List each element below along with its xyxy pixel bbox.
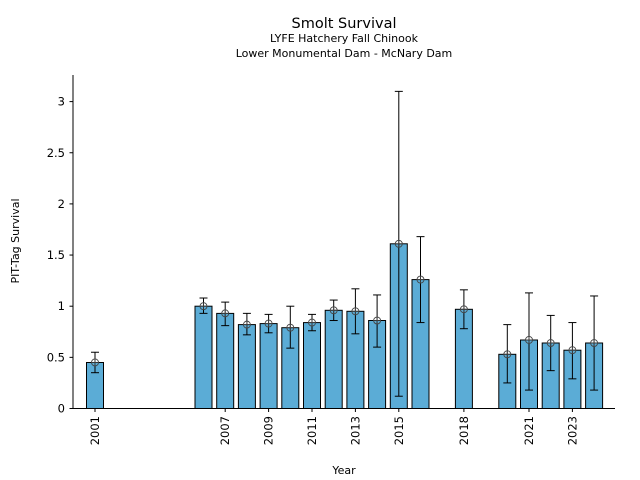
x-ticks-group: 2001 2007 2009 2011 2013 2015 2018 2021 2023 (88, 408, 579, 445)
point-marker-2018 (459, 305, 468, 314)
x-tick-label: 2013 (348, 416, 362, 445)
y-tick-label: 0.5 (47, 350, 65, 364)
x-tick-label: 2021 (522, 416, 536, 445)
x-tick-label: 2001 (88, 416, 102, 445)
point-marker-2010 (286, 323, 295, 332)
bar-2007 (216, 312, 235, 409)
x-tick-label: 2009 (262, 416, 276, 445)
chart-title: Smolt Survival (292, 16, 397, 32)
point-marker-2001 (91, 358, 99, 367)
bars-group (86, 243, 604, 410)
markers-group (91, 239, 599, 367)
point-marker-2021 (525, 336, 533, 344)
x-tick-label: 2023 (565, 416, 579, 445)
x-axis-label: Year (331, 464, 356, 477)
y-tick-label: 1 (58, 299, 65, 313)
point-marker-2011 (308, 318, 316, 327)
point-marker-2009 (264, 319, 273, 328)
x-tick-label: 2018 (457, 416, 471, 445)
point-marker-2022 (546, 339, 555, 347)
bar-2009 (259, 323, 278, 410)
x-tick-label: 2015 (392, 416, 406, 445)
bar-2011 (303, 322, 321, 410)
point-marker-2008 (242, 320, 251, 329)
y-tick-label: 1.5 (47, 248, 65, 262)
point-marker-2023 (568, 346, 577, 355)
bar-2012 (324, 309, 343, 409)
point-marker-2007 (221, 309, 230, 318)
y-axis-label: PIT-Tag Survival (9, 198, 22, 283)
point-marker-2016 (416, 275, 425, 284)
point-marker-2013 (351, 307, 360, 316)
bar-2006 (194, 305, 213, 410)
point-marker-2015 (394, 239, 403, 248)
point-marker-2014 (373, 316, 382, 325)
y-ticks-group: 0 0.5 1 1.5 2 2.5 3 (47, 95, 73, 416)
point-marker-2006 (199, 302, 208, 311)
y-tick-label: 2.5 (47, 146, 65, 160)
bar-2008 (237, 324, 256, 410)
y-tick-label: 2 (58, 197, 65, 211)
chart-subtitle-2: Lower Monumental Dam - McNary Dam (236, 47, 453, 60)
point-marker-2020 (503, 350, 512, 359)
point-marker-2012 (329, 306, 338, 315)
y-tick-label: 3 (58, 95, 65, 109)
x-tick-label: 2011 (305, 416, 319, 445)
point-marker-2024 (590, 339, 599, 347)
chart-subtitle-1: LYFE Hatchery Fall Chinook (270, 32, 419, 45)
x-tick-label: 2007 (218, 416, 232, 445)
y-tick-label: 0 (58, 402, 65, 416)
